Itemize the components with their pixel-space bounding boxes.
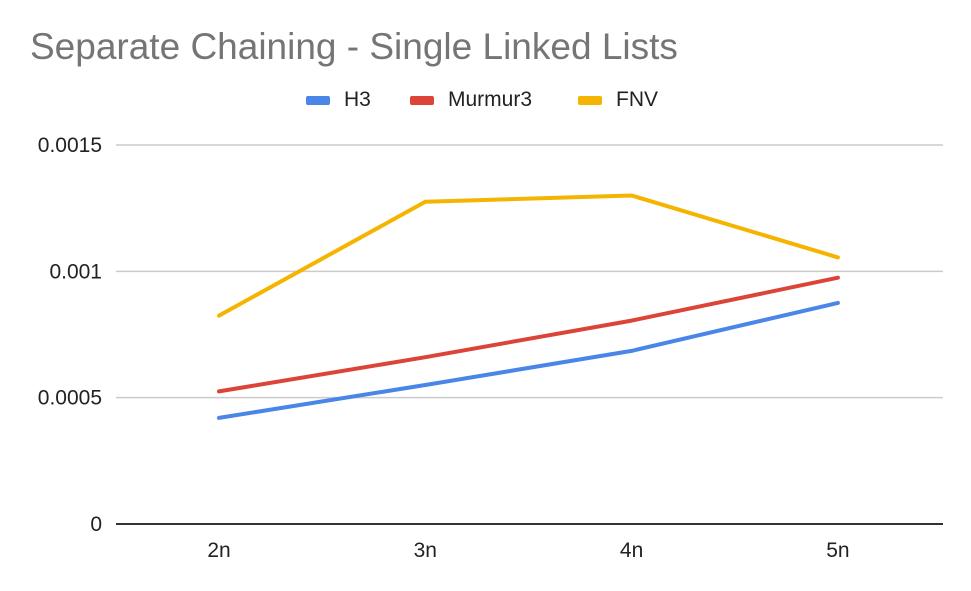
legend-swatch-murmur3 <box>410 95 434 105</box>
y-tick-label: 0.0015 <box>38 134 102 157</box>
x-tick-label: 5n <box>826 539 849 562</box>
legend-item-h3[interactable]: H3 <box>306 86 371 114</box>
series-line-murmur3 <box>217 275 840 394</box>
legend-swatch-fnv <box>578 95 602 105</box>
legend-label-murmur3: Murmur3 <box>448 88 533 111</box>
legend-item-murmur3[interactable]: Murmur3 <box>410 86 532 114</box>
legend-item-fnv[interactable]: FNV <box>578 86 658 114</box>
legend-label-h3: H3 <box>344 88 371 111</box>
y-tick-label: 0 <box>90 513 102 536</box>
chart-title: Separate Chaining - Single Linked Lists <box>30 26 678 67</box>
x-tick-label: 3n <box>414 539 437 562</box>
x-tick-label: 4n <box>620 539 643 562</box>
legend: H3 Murmur3 FNV <box>0 86 971 114</box>
series-line-h3 <box>217 300 840 420</box>
legend-swatch-h3 <box>306 95 330 105</box>
legend-label-fnv: FNV <box>616 88 658 111</box>
y-tick-label: 0.0005 <box>38 387 102 410</box>
y-tick-label: 0.001 <box>49 260 102 283</box>
series-line-fnv <box>217 193 840 318</box>
x-tick-label: 2n <box>207 539 230 562</box>
